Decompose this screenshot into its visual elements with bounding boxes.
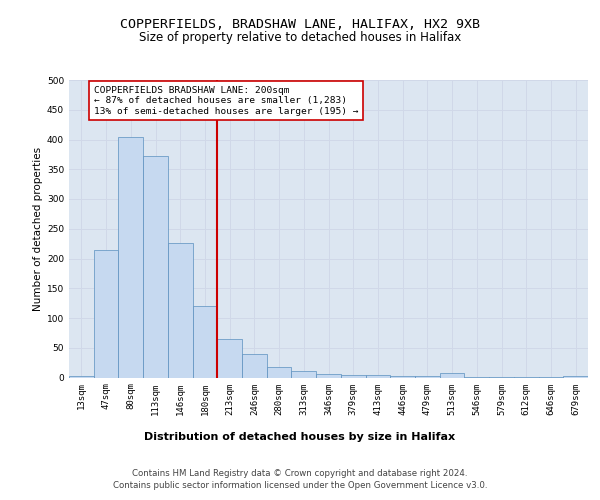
Bar: [464, 377, 489, 378]
Bar: [217, 339, 242, 378]
Bar: [341, 375, 365, 378]
Text: Contains public sector information licensed under the Open Government Licence v3: Contains public sector information licen…: [113, 481, 487, 490]
Bar: [69, 376, 94, 378]
Bar: [489, 377, 514, 378]
Bar: [316, 374, 341, 378]
Bar: [267, 368, 292, 378]
Bar: [292, 371, 316, 378]
Text: COPPERFIELDS, BRADSHAW LANE, HALIFAX, HX2 9XB: COPPERFIELDS, BRADSHAW LANE, HALIFAX, HX…: [120, 18, 480, 30]
Text: Contains HM Land Registry data © Crown copyright and database right 2024.: Contains HM Land Registry data © Crown c…: [132, 469, 468, 478]
Text: COPPERFIELDS BRADSHAW LANE: 200sqm
← 87% of detached houses are smaller (1,283)
: COPPERFIELDS BRADSHAW LANE: 200sqm ← 87%…: [94, 86, 358, 116]
Bar: [143, 156, 168, 378]
Bar: [415, 376, 440, 378]
Bar: [365, 375, 390, 378]
Bar: [514, 377, 539, 378]
Text: Distribution of detached houses by size in Halifax: Distribution of detached houses by size …: [145, 432, 455, 442]
Bar: [563, 376, 588, 378]
Bar: [390, 376, 415, 378]
Bar: [118, 137, 143, 378]
Y-axis label: Number of detached properties: Number of detached properties: [33, 146, 43, 311]
Bar: [242, 354, 267, 378]
Text: Size of property relative to detached houses in Halifax: Size of property relative to detached ho…: [139, 31, 461, 44]
Bar: [440, 374, 464, 378]
Bar: [539, 377, 563, 378]
Bar: [193, 306, 217, 378]
Bar: [168, 243, 193, 378]
Bar: [94, 250, 118, 378]
